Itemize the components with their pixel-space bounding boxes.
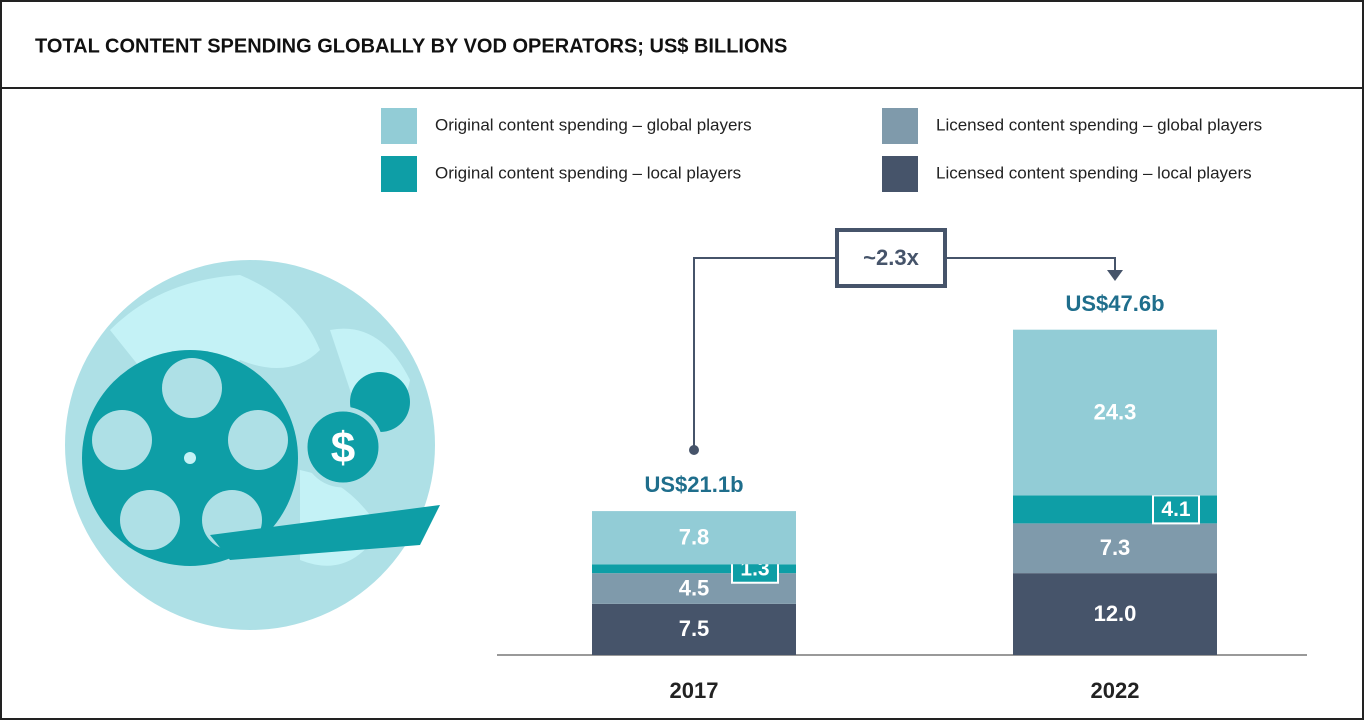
connector-arrow <box>1107 270 1123 281</box>
value-label: 7.3 <box>1100 535 1131 560</box>
legend-label: Original content spending – local player… <box>435 163 741 182</box>
value-label: 7.5 <box>679 616 710 641</box>
value-label: 4.1 <box>1161 498 1191 521</box>
growth-connector <box>693 257 835 450</box>
total-label: US$47.6b <box>1065 291 1164 316</box>
value-label: 24.3 <box>1094 399 1137 424</box>
value-label: 4.5 <box>679 575 710 600</box>
x-tick-label: 2022 <box>1091 678 1140 703</box>
connector-dot <box>689 445 699 455</box>
x-tick-label: 2017 <box>670 678 719 703</box>
bar-segment <box>592 511 796 565</box>
legend-swatch <box>882 156 918 192</box>
legend-label: Licensed content spending – local player… <box>936 163 1252 182</box>
bar-segment <box>1013 523 1217 574</box>
bar-segment <box>1013 329 1217 496</box>
legend-swatch <box>381 108 417 144</box>
value-label-box <box>1152 494 1200 525</box>
legend-swatch <box>381 156 417 192</box>
bar-segment <box>592 564 796 574</box>
bar-segment <box>592 603 796 655</box>
growth-annotation: ~2.3x <box>863 245 919 270</box>
value-label: 7.8 <box>679 525 710 550</box>
legend-swatch <box>882 108 918 144</box>
chart-title: TOTAL CONTENT SPENDING GLOBALLY BY VOD O… <box>35 35 787 57</box>
bar-segment <box>1013 573 1217 655</box>
growth-box <box>835 228 947 288</box>
legend-label: Original content spending – global playe… <box>435 115 752 134</box>
globe-illustration: $ <box>65 260 440 630</box>
growth-connector <box>945 257 1116 272</box>
svg-text:$: $ <box>331 424 355 473</box>
value-label: 12.0 <box>1094 601 1137 626</box>
legend-label: Licensed content spending – global playe… <box>936 115 1262 134</box>
total-label: US$21.1b <box>644 472 743 497</box>
